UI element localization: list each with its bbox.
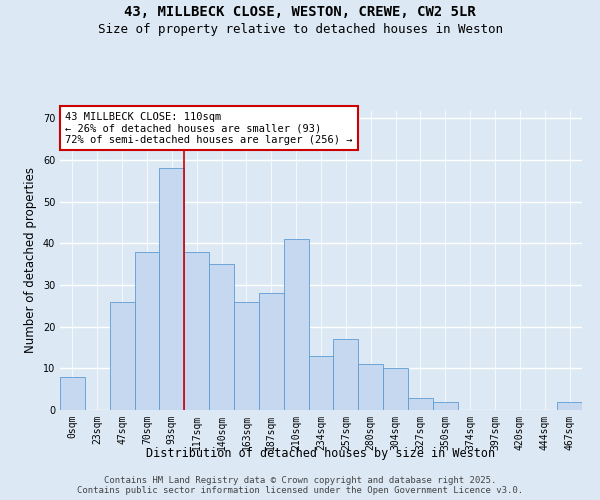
Bar: [209, 264, 234, 410]
Bar: [334, 339, 358, 410]
Bar: [110, 302, 134, 410]
Bar: [60, 376, 85, 410]
Bar: [259, 294, 284, 410]
Text: Contains HM Land Registry data © Crown copyright and database right 2025.
Contai: Contains HM Land Registry data © Crown c…: [77, 476, 523, 495]
Bar: [184, 252, 209, 410]
Bar: [408, 398, 433, 410]
Bar: [160, 168, 184, 410]
Bar: [557, 402, 582, 410]
Bar: [383, 368, 408, 410]
Bar: [284, 239, 308, 410]
Text: 43, MILLBECK CLOSE, WESTON, CREWE, CW2 5LR: 43, MILLBECK CLOSE, WESTON, CREWE, CW2 5…: [124, 5, 476, 19]
Bar: [134, 252, 160, 410]
Text: 43 MILLBECK CLOSE: 110sqm
← 26% of detached houses are smaller (93)
72% of semi-: 43 MILLBECK CLOSE: 110sqm ← 26% of detac…: [65, 112, 353, 144]
Y-axis label: Number of detached properties: Number of detached properties: [24, 167, 37, 353]
Bar: [234, 302, 259, 410]
Text: Distribution of detached houses by size in Weston: Distribution of detached houses by size …: [146, 448, 496, 460]
Bar: [358, 364, 383, 410]
Bar: [433, 402, 458, 410]
Text: Size of property relative to detached houses in Weston: Size of property relative to detached ho…: [97, 22, 503, 36]
Bar: [308, 356, 334, 410]
